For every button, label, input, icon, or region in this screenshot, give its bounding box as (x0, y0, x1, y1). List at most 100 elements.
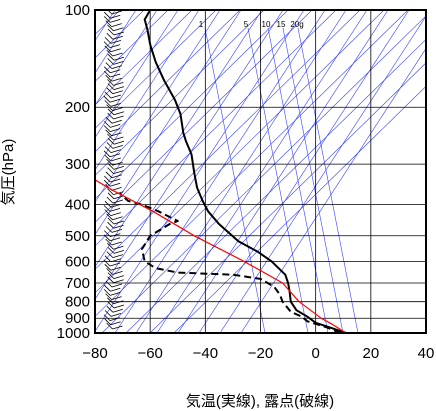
isotherm-line (95, 10, 305, 333)
wind-barb (104, 121, 121, 128)
adiabat-line (95, 10, 217, 129)
wind-barb (107, 79, 124, 86)
wind-barb (103, 16, 121, 23)
isotherm-line (219, 15, 426, 333)
isotherm-line (95, 10, 263, 268)
mixing-ratio-label: 20g (290, 20, 303, 29)
wind-barb (104, 146, 122, 153)
y-tick-label: 300 (65, 156, 90, 173)
adiabat-line (95, 10, 193, 106)
mixing-ratio-line (297, 27, 359, 333)
isotherm-line (95, 10, 137, 74)
wind-barb (103, 289, 121, 296)
wind-barb (104, 154, 121, 162)
adiabat-line (95, 10, 409, 317)
adiabat-line (173, 85, 426, 333)
wind-barb (103, 259, 121, 267)
adiabat-line (95, 10, 385, 294)
wind-barb (104, 209, 121, 216)
y-tick-label: 800 (65, 294, 90, 311)
wind-barb (107, 242, 124, 250)
y-tick-label: 200 (65, 99, 90, 116)
wind-barb (105, 293, 122, 300)
x-tick-label: 0 (311, 345, 319, 362)
wind-barb (104, 175, 121, 183)
isotherm-line (95, 10, 284, 300)
y-tick-label: 1000 (57, 325, 90, 342)
wind-barb (107, 163, 125, 170)
wind-barb (105, 129, 122, 137)
isotherm-line (95, 10, 242, 236)
wind-barb (103, 95, 121, 103)
adiabat-line (95, 10, 313, 223)
x-tick-label: −20 (248, 345, 273, 362)
wind-barb (104, 255, 122, 263)
wind-barb (104, 230, 121, 237)
adiabat-line (95, 10, 265, 176)
adiabat-line (95, 10, 121, 35)
wind-barb (107, 247, 125, 254)
isotherm-line (95, 10, 200, 171)
x-axis-label: 気温(実線), 露点(破線) (186, 393, 334, 410)
mixing-ratio-line (282, 27, 344, 333)
wind-barb (103, 125, 121, 132)
series-layer (95, 10, 347, 333)
wind-barb (107, 167, 124, 174)
wind-barb (104, 318, 121, 326)
adiabat-line (125, 38, 426, 333)
wind-barb (104, 100, 121, 107)
wind-barb (103, 150, 121, 158)
x-tick-label: −80 (82, 345, 107, 362)
temperature-line (143, 10, 347, 333)
wind-barb (104, 263, 121, 271)
adiabat-line (95, 10, 241, 153)
grid-lines (94, 9, 427, 334)
wind-barb (103, 70, 121, 78)
wind-barb (107, 137, 125, 145)
wind-barb (103, 41, 121, 48)
isotherm-line (156, 10, 368, 333)
wind-barb (106, 87, 123, 95)
wind-barb (103, 234, 121, 242)
adiabat-line (95, 10, 289, 200)
wind-barb (106, 305, 123, 313)
wind-barb (104, 45, 121, 53)
mixing-ratio-line (267, 27, 329, 333)
wind-barb (106, 142, 123, 149)
isotherm-line (198, 10, 410, 333)
wind-barb (104, 284, 121, 292)
dewpoint-line (119, 192, 341, 333)
wind-barb (103, 11, 121, 19)
wind-barb (106, 268, 123, 275)
adiabat-line (101, 15, 426, 333)
x-tick-label: 40 (418, 345, 435, 362)
wind-barb (104, 91, 122, 99)
y-tick-label: 500 (65, 228, 90, 245)
wind-barb (106, 49, 123, 57)
y-tick-label: 700 (65, 275, 90, 292)
mixing-ratio-label: 5 (244, 20, 249, 29)
y-tick-label: 600 (65, 253, 90, 270)
adiabat-line (149, 62, 426, 333)
wind-barb (107, 133, 124, 141)
wind-barb (105, 74, 122, 82)
wind-barb (105, 20, 122, 27)
mixing-ratio-label: 15 (277, 20, 286, 29)
wind-barb (105, 62, 122, 69)
wind-barb (103, 66, 121, 74)
mixing-ratio-line (204, 27, 266, 333)
y-tick-label: 900 (65, 310, 90, 327)
wind-barb (104, 200, 122, 208)
wind-barb (106, 322, 123, 330)
wind-barb (107, 24, 124, 32)
adiabat-line (95, 10, 337, 247)
wind-barb (104, 310, 122, 317)
mixing-ratio-label: 10 (262, 20, 271, 29)
wind-barb (107, 276, 124, 284)
wind-barb (106, 32, 123, 40)
wind-barb (107, 112, 124, 120)
wind-barb (103, 314, 121, 321)
wind-barb (104, 37, 122, 44)
